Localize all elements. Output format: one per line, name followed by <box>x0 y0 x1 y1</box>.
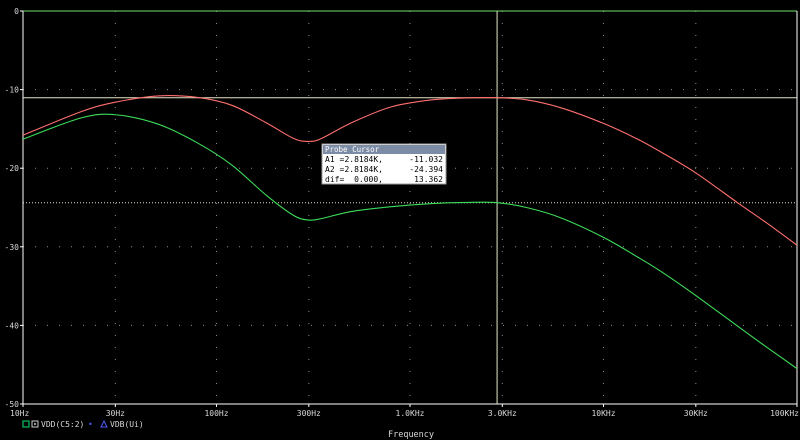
square-marker-icon <box>22 420 30 428</box>
x-tick-label: 300Hz <box>297 409 321 418</box>
x-tick-labels: 10Hz 30Hz 100Hz 300Hz 1.0KHz 3.0KHz 10KHz 30KHz… <box>10 409 799 418</box>
x-tick-label: 30Hz <box>106 409 125 418</box>
probe-cursors[interactable] <box>23 11 797 404</box>
probe-row-dif-y: 13.362 <box>414 175 443 184</box>
x-axis-title: Frequency <box>388 430 434 440</box>
probe-panel-title: Probe Cursor <box>325 145 380 154</box>
probe-row-a1-y: -11.032 <box>409 155 443 164</box>
y-tick-label: -40 <box>5 321 20 330</box>
probe-row-a1-x: 2.8184K, <box>344 155 383 164</box>
y-tick-label: -20 <box>5 164 20 173</box>
trace-vdd-c5-2 <box>22 113 798 370</box>
probe-row-a1-name: A1 = <box>325 155 344 164</box>
probe-row-dif-x: 0.000, <box>354 175 383 184</box>
probe-row-dif-name: dif= <box>325 175 344 184</box>
probe-panel-titlebar <box>323 145 445 154</box>
probe-cursor-panel[interactable]: Probe Cursor A1 = 2.8184K, -11.032 A2 = … <box>321 143 447 185</box>
marker-box-icon <box>31 420 39 428</box>
x-tick-label: 30KHz <box>684 409 708 418</box>
probe-row-a2-name: A2 = <box>325 165 344 174</box>
legend-label-vdd-c5: VDD(C5:2) <box>41 420 84 429</box>
trace-legend: VDD(C5:2) • VDB(Ui) <box>22 419 144 429</box>
trace-vdb-ui <box>22 95 798 246</box>
x-tick-label: 10Hz <box>10 409 29 418</box>
y-tick-label: 0 <box>14 7 19 16</box>
probe-row-a2-x: 2.8184K, <box>344 165 383 174</box>
legend-item-vdb-ui[interactable]: • VDB(Ui) <box>88 419 144 429</box>
x-tick-label: 100KHz <box>770 409 799 418</box>
y-tick-label: -30 <box>5 243 20 252</box>
x-tick-label: 100Hz <box>204 409 228 418</box>
x-tick-label: 3.0KHz <box>488 409 517 418</box>
traces <box>22 95 798 370</box>
x-tick-label: 1.0KHz <box>396 409 425 418</box>
legend-item-vdd-c5[interactable]: VDD(C5:2) <box>22 420 84 429</box>
legend-label-vdb-ui: VDB(Ui) <box>110 420 144 429</box>
y-tick-label: -10 <box>5 86 20 95</box>
triangle-marker-icon <box>100 419 108 428</box>
marker-dot-icon <box>34 423 36 425</box>
axes <box>20 10 798 407</box>
x-tick-label: 10KHz <box>591 409 615 418</box>
probe-row-a2-y: -24.394 <box>409 165 443 174</box>
legend-separator-dot: • <box>88 420 93 429</box>
y-tick-labels: 0 -10 -20 -30 -40 -50 <box>5 7 20 409</box>
y-tick-label: -50 <box>5 400 20 409</box>
